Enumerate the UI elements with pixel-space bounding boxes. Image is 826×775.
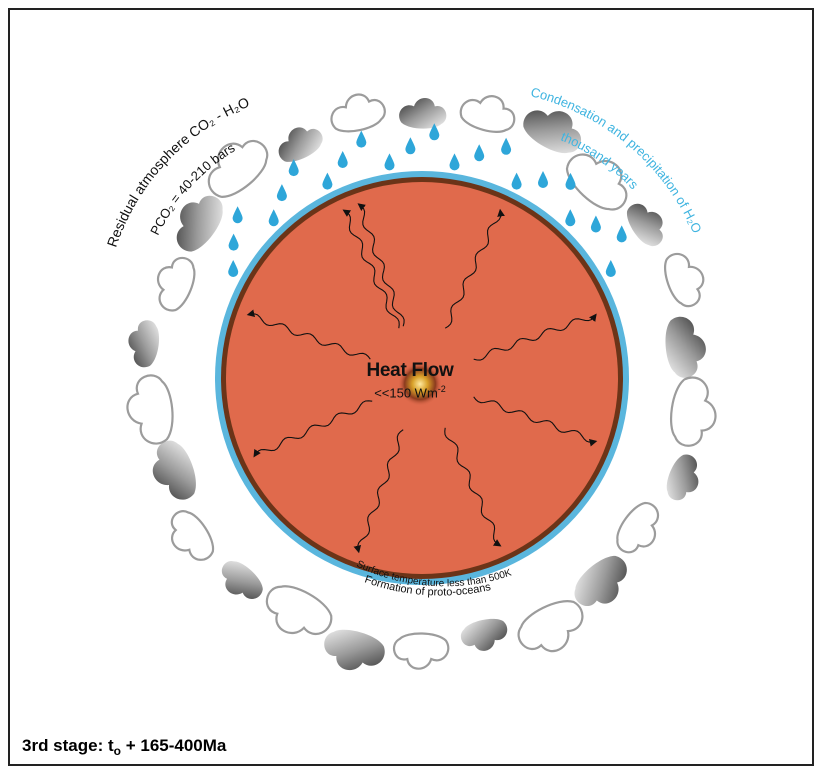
rain-drop — [449, 153, 460, 171]
rain-drop — [429, 123, 440, 141]
cloud — [459, 95, 516, 133]
cloud — [278, 127, 323, 162]
cloud — [176, 195, 223, 252]
cloud — [170, 510, 214, 561]
cloud — [565, 153, 628, 211]
cloud — [152, 440, 196, 500]
caption-subscript: o — [113, 744, 121, 758]
rain-drop — [538, 171, 548, 188]
rain-drop — [322, 172, 333, 190]
heat-arrow — [342, 209, 400, 329]
rain-drop — [337, 151, 348, 168]
cloud — [265, 585, 333, 635]
rain-drop — [268, 209, 279, 227]
cloud — [128, 320, 160, 368]
heat-arrow — [444, 427, 502, 547]
cloud — [221, 561, 263, 599]
cloud-ring — [126, 93, 717, 671]
rain-drop — [384, 153, 395, 171]
cloud — [324, 629, 385, 671]
cloud — [523, 110, 581, 154]
heat-flow-label: Heat Flow <<150 Wm-2 — [340, 360, 480, 400]
cloud — [156, 256, 196, 312]
heat-arrow — [353, 429, 404, 554]
rain-drop — [511, 172, 522, 190]
rain-drop — [565, 209, 576, 227]
cloud — [665, 316, 706, 378]
core-glow — [398, 362, 442, 406]
heat-flow-value-exponent: -2 — [437, 384, 446, 394]
heat-flow-title: Heat Flow — [366, 360, 454, 381]
cloud — [392, 632, 450, 670]
heat-arrow — [473, 313, 597, 361]
cloud — [627, 203, 663, 247]
rain-drop — [616, 225, 627, 243]
heat-flow-arrows — [246, 203, 598, 554]
rain-drop — [474, 144, 485, 162]
cloud — [330, 93, 386, 133]
cloud — [460, 618, 508, 651]
rain-drop — [605, 260, 616, 277]
heat-arrow — [253, 400, 373, 458]
rain-drop — [565, 172, 576, 190]
cloud — [669, 376, 717, 447]
heat-arrow — [246, 309, 371, 360]
rain-drop — [276, 184, 287, 202]
heat-arrow — [444, 208, 505, 329]
cloud — [666, 454, 699, 501]
stage-caption: 3rd stage: to + 165-400Ma — [22, 736, 227, 758]
rain-drops — [228, 123, 627, 277]
caption-prefix: 3rd stage: t — [22, 736, 114, 755]
rain-drop — [228, 233, 239, 251]
cloud — [574, 555, 627, 606]
heat-flow-value: <<150 Wm-2 — [340, 384, 480, 400]
cloud — [126, 374, 174, 445]
heat-flow-value-text: <<150 Wm — [374, 385, 438, 401]
rain-drop — [590, 215, 601, 233]
cloud — [399, 98, 447, 129]
rain-drop — [501, 137, 512, 155]
cloud — [616, 501, 660, 554]
figure-frame — [8, 8, 814, 766]
rain-drop — [405, 137, 416, 155]
heat-arrow — [357, 203, 405, 327]
cloud — [517, 600, 584, 653]
heat-arrow — [473, 396, 598, 447]
rain-drop — [288, 159, 299, 177]
rain-drop — [356, 130, 367, 148]
cloud — [664, 252, 705, 308]
atmosphere-label: Residual atmosphere CO₂ - H₂O — [104, 94, 252, 249]
rain-drop — [228, 260, 239, 277]
rain-drop — [232, 206, 243, 224]
cloud — [207, 140, 269, 198]
caption-suffix: + 165-400Ma — [120, 736, 227, 755]
